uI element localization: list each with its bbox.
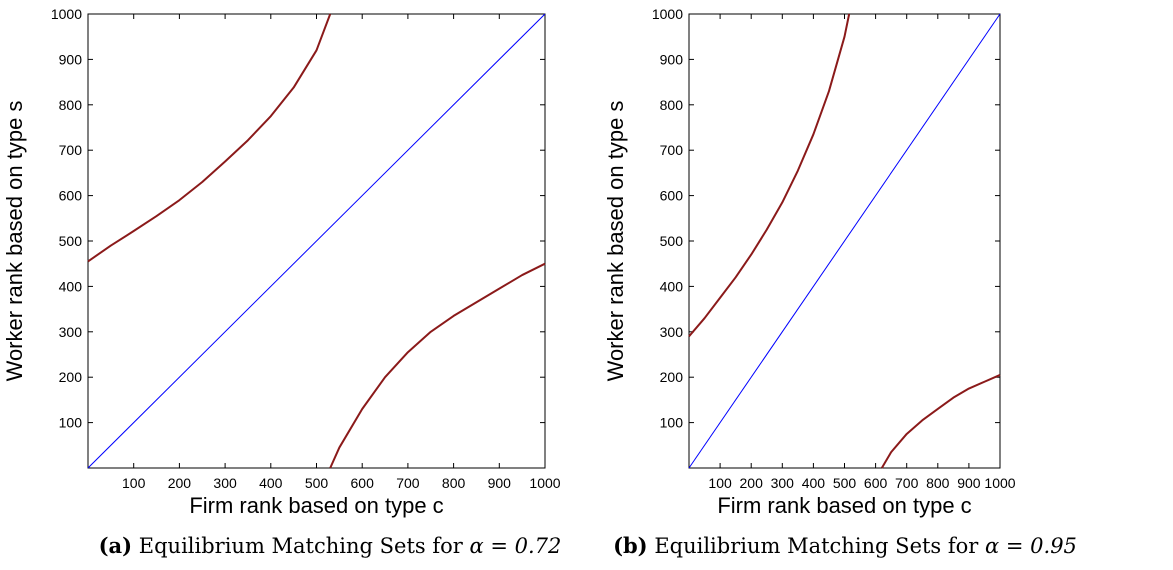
x-tick-label: 500: [305, 475, 329, 491]
x-tick-label: 400: [259, 475, 283, 491]
x-tick-label: 1000: [984, 475, 1015, 491]
y-tick-label: 800: [59, 97, 83, 113]
x-tick-label: 600: [351, 475, 375, 491]
y-tick-label: 300: [59, 324, 83, 340]
y-tick-label: 400: [59, 278, 83, 294]
caption-label: (b): [613, 533, 648, 558]
x-tick-label: 900: [488, 475, 512, 491]
y-tick-label: 200: [660, 369, 684, 385]
series-line-2: [329, 262, 546, 469]
y-tick-label: 800: [660, 97, 684, 113]
chart-panel-b: 100 200 300 400 500 600 700 800 900 1000100200300…: [603, 6, 1077, 558]
x-tick-label: 1000: [529, 475, 560, 491]
series-line-0: [688, 13, 1001, 469]
y-tick-label: 500: [660, 233, 684, 249]
x-tick-label: 900: [957, 475, 981, 491]
y-tick-label: 1000: [51, 6, 82, 22]
y-tick-label: 600: [660, 188, 684, 204]
caption-text: Equilibrium Matching Sets for: [139, 534, 464, 558]
y-tick-label: 100: [660, 415, 684, 431]
x-tick-label: 600: [864, 475, 888, 491]
y-tick-label: 700: [660, 142, 684, 158]
y-axis-label: Worker rank based on type s: [2, 101, 27, 382]
caption-math: α = 0.72: [470, 534, 562, 558]
y-tick-label: 600: [59, 188, 83, 204]
caption-math: α = 0.95: [985, 534, 1077, 558]
x-tick-label: 200: [168, 475, 192, 491]
y-tick-label: 900: [59, 51, 83, 67]
series-line-1: [87, 13, 332, 263]
y-tick-label: 400: [660, 278, 684, 294]
y-tick-label: 100: [59, 415, 83, 431]
series-line-0: [87, 13, 546, 469]
caption-label: (a): [99, 533, 132, 558]
x-axis-label: Firm rank based on type c: [717, 493, 971, 518]
x-tick-label: 800: [442, 475, 466, 491]
y-tick-label: 1000: [652, 6, 683, 22]
chart-panel-a: 100 200 300 400 500 600 700 800 900 1000 100 200 300…: [2, 6, 561, 558]
caption-text: Equilibrium Matching Sets for: [654, 534, 979, 558]
x-tick-label: 700: [396, 475, 420, 491]
figure-caption: (a) Equilibrium Matching Sets for α = 0.…: [99, 533, 562, 558]
x-tick-label: 300: [771, 475, 795, 491]
x-axis-label: Firm rank based on type c: [189, 493, 443, 518]
series-line-1: [688, 13, 851, 337]
y-tick-label: 200: [59, 369, 83, 385]
x-tick-label: 300: [213, 475, 237, 491]
y-tick-label: 900: [660, 51, 684, 67]
y-tick-label: 300: [660, 324, 684, 340]
series-line-2: [880, 374, 1001, 469]
y-tick-label: 500: [59, 233, 83, 249]
x-tick-label: 800: [926, 475, 950, 491]
figure-caption: (b) Equilibrium Matching Sets for α = 0.…: [613, 533, 1077, 558]
x-tick-label: 200: [740, 475, 764, 491]
y-axis-label: Worker rank based on type s: [603, 101, 628, 382]
x-tick-label: 100: [708, 475, 732, 491]
y-tick-label: 700: [59, 142, 83, 158]
x-tick-label: 400: [802, 475, 826, 491]
x-tick-label: 100: [122, 475, 146, 491]
x-tick-label: 700: [895, 475, 919, 491]
x-tick-label: 500: [833, 475, 857, 491]
